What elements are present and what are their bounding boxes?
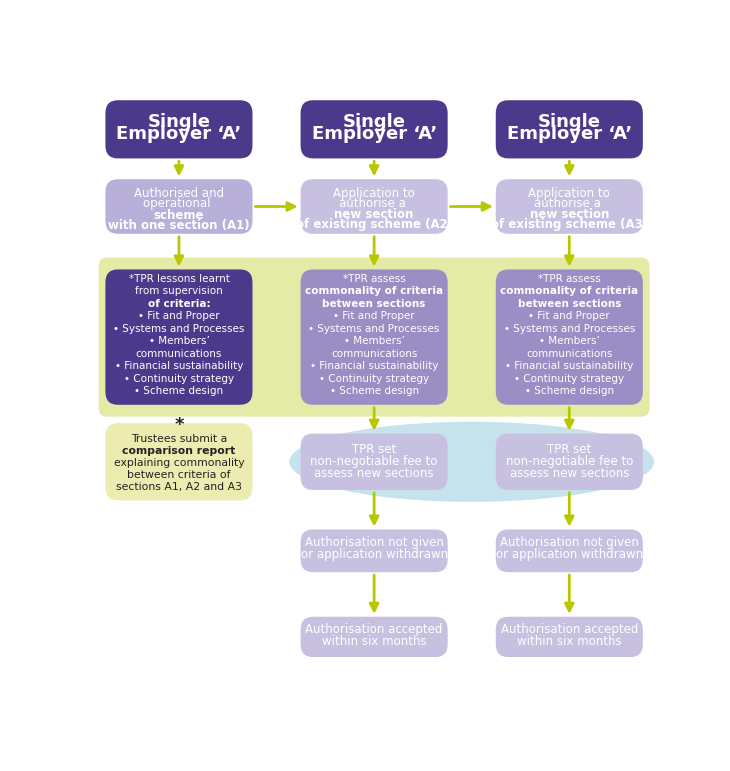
Text: • Continuity strategy: • Continuity strategy <box>514 374 624 384</box>
Text: Employer ‘A’: Employer ‘A’ <box>507 125 632 143</box>
Text: • Financial sustainability: • Financial sustainability <box>310 361 438 371</box>
Text: sections A1, A2 and A3: sections A1, A2 and A3 <box>116 482 242 492</box>
FancyBboxPatch shape <box>105 100 253 158</box>
FancyBboxPatch shape <box>301 179 447 234</box>
FancyBboxPatch shape <box>105 269 253 405</box>
Text: Authorisation not given: Authorisation not given <box>304 536 444 549</box>
FancyBboxPatch shape <box>496 179 643 234</box>
Text: communications: communications <box>331 348 418 359</box>
Text: • Systems and Processes: • Systems and Processes <box>309 324 439 334</box>
Text: *TPR assess: *TPR assess <box>538 274 601 284</box>
Text: explaining commonality: explaining commonality <box>114 458 245 468</box>
Text: authorise a: authorise a <box>534 197 604 210</box>
FancyBboxPatch shape <box>496 433 643 490</box>
FancyBboxPatch shape <box>301 617 447 657</box>
Text: Single: Single <box>147 113 210 131</box>
FancyBboxPatch shape <box>301 530 447 572</box>
Text: of existing scheme (A3): of existing scheme (A3) <box>491 218 648 231</box>
Text: *: * <box>174 416 184 434</box>
Text: operational: operational <box>143 197 215 210</box>
Text: • Continuity strategy: • Continuity strategy <box>319 374 429 384</box>
Text: *TPR assess: *TPR assess <box>343 274 405 284</box>
Text: TPR set: TPR set <box>548 443 591 456</box>
Text: Authorisation accepted: Authorisation accepted <box>305 623 443 636</box>
Text: non-negotiable fee to: non-negotiable fee to <box>506 456 633 468</box>
Text: • Financial sustainability: • Financial sustainability <box>505 361 634 371</box>
Text: with one section (A1): with one section (A1) <box>108 219 250 232</box>
Text: communications: communications <box>526 348 612 359</box>
Text: *TPR lessons learnt: *TPR lessons learnt <box>128 274 229 284</box>
Text: • Scheme design: • Scheme design <box>329 386 419 396</box>
Text: new section: new section <box>530 207 609 221</box>
FancyBboxPatch shape <box>496 100 643 158</box>
Text: • Fit and Proper: • Fit and Proper <box>138 311 220 322</box>
Text: Authorised and: Authorised and <box>134 187 224 200</box>
Text: Trustees submit a: Trustees submit a <box>131 434 227 444</box>
Text: • Scheme design: • Scheme design <box>134 386 223 396</box>
Text: • Fit and Proper: • Fit and Proper <box>334 311 415 322</box>
Text: assess new sections: assess new sections <box>315 467 434 480</box>
Text: comparison report: comparison report <box>123 446 236 456</box>
Text: • Financial sustainability: • Financial sustainability <box>115 361 243 371</box>
Text: assess new sections: assess new sections <box>510 467 629 480</box>
Text: TPR set: TPR set <box>352 443 396 456</box>
Text: from supervision: from supervision <box>135 286 223 296</box>
Text: Application to: Application to <box>334 187 415 200</box>
Text: Employer ‘A’: Employer ‘A’ <box>116 125 242 143</box>
FancyBboxPatch shape <box>99 258 650 416</box>
Text: communications: communications <box>136 348 222 359</box>
FancyBboxPatch shape <box>105 179 253 234</box>
Text: • Scheme design: • Scheme design <box>525 386 614 396</box>
FancyBboxPatch shape <box>301 100 447 158</box>
Text: • Systems and Processes: • Systems and Processes <box>113 324 245 334</box>
Text: between criteria of: between criteria of <box>127 470 231 480</box>
Text: of criteria:: of criteria: <box>147 299 210 309</box>
Text: Authorisation not given: Authorisation not given <box>500 536 639 549</box>
Ellipse shape <box>289 422 654 502</box>
Text: Single: Single <box>538 113 601 131</box>
Text: • Members’: • Members’ <box>539 336 600 346</box>
Text: authorise a: authorise a <box>339 197 410 210</box>
Text: within six months: within six months <box>322 635 426 648</box>
FancyBboxPatch shape <box>301 433 447 490</box>
Text: • Fit and Proper: • Fit and Proper <box>529 311 610 322</box>
Text: of existing scheme (A2): of existing scheme (A2) <box>296 218 453 231</box>
Text: commonality of criteria: commonality of criteria <box>305 286 443 296</box>
Text: between sections: between sections <box>518 299 621 309</box>
FancyBboxPatch shape <box>496 530 643 572</box>
Text: or application withdrawn: or application withdrawn <box>496 548 643 561</box>
FancyBboxPatch shape <box>496 269 643 405</box>
Text: new section: new section <box>334 207 414 221</box>
Text: scheme: scheme <box>154 209 204 222</box>
Text: Application to: Application to <box>529 187 610 200</box>
Text: Employer ‘A’: Employer ‘A’ <box>312 125 437 143</box>
FancyBboxPatch shape <box>105 423 253 500</box>
FancyBboxPatch shape <box>301 269 447 405</box>
Text: commonality of criteria: commonality of criteria <box>500 286 638 296</box>
Text: Authorisation accepted: Authorisation accepted <box>501 623 638 636</box>
Text: • Systems and Processes: • Systems and Processes <box>504 324 635 334</box>
FancyBboxPatch shape <box>496 617 643 657</box>
Text: within six months: within six months <box>517 635 622 648</box>
Text: • Members’: • Members’ <box>148 336 210 346</box>
Text: • Members’: • Members’ <box>344 336 404 346</box>
Text: Single: Single <box>342 113 406 131</box>
Text: non-negotiable fee to: non-negotiable fee to <box>310 456 438 468</box>
Text: or application withdrawn: or application withdrawn <box>301 548 447 561</box>
Text: • Continuity strategy: • Continuity strategy <box>124 374 234 384</box>
Text: between sections: between sections <box>323 299 426 309</box>
